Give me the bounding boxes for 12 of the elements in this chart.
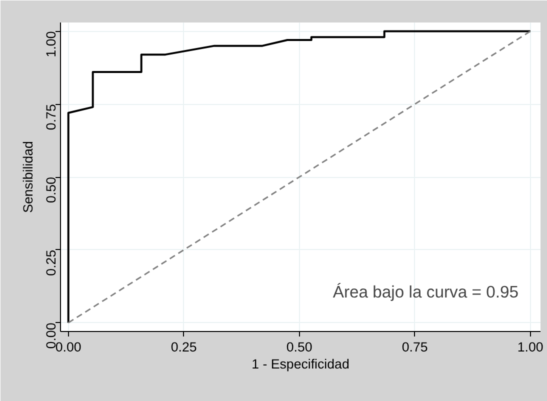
y-tick-label: 0.25 — [44, 250, 58, 276]
x-tick-label: 0.25 — [170, 340, 197, 354]
x-tick-label: 1.00 — [517, 340, 544, 354]
x-axis-title: 1 - Especificidad — [252, 356, 350, 372]
x-tick-label: 0.00 — [55, 340, 82, 354]
y-tick-label: 0.75 — [44, 104, 58, 130]
y-tick-label: 0.50 — [44, 176, 58, 203]
annotation: Área bajo la curva = 0.95 — [332, 282, 519, 302]
y-axis-title: Sensibilidad — [20, 141, 36, 213]
y-tick-label: 1.00 — [44, 31, 58, 58]
x-tick-label: 0.75 — [402, 340, 428, 354]
x-tick-label: 0.50 — [286, 340, 312, 354]
